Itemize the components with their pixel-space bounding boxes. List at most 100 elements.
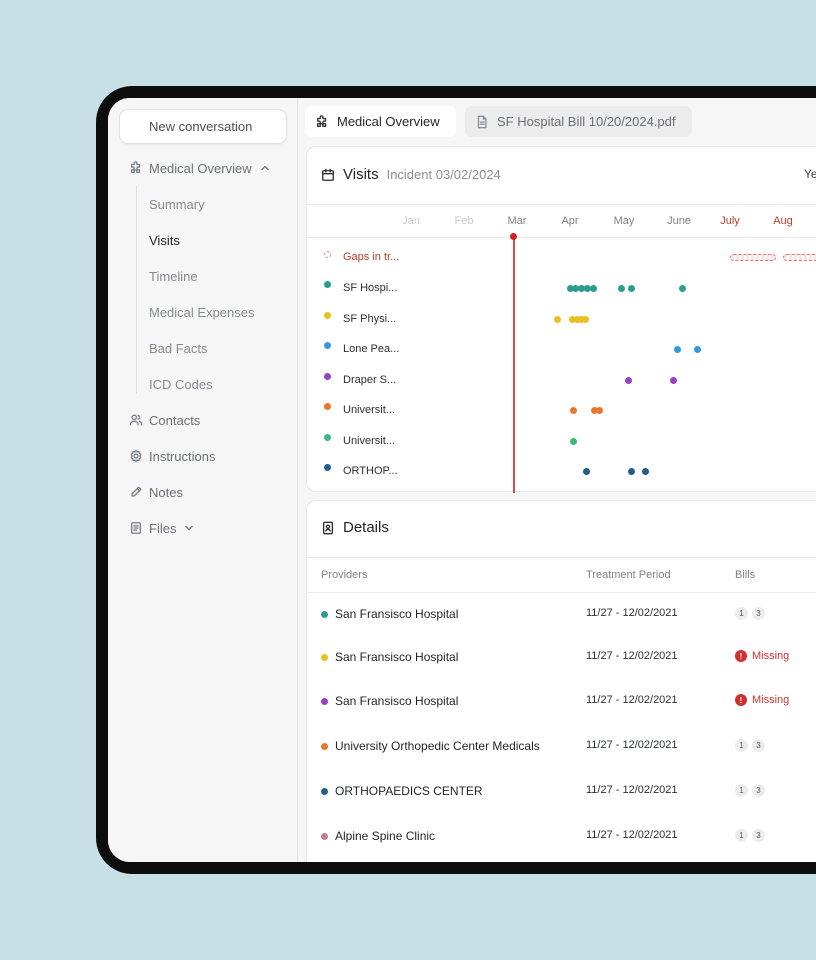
provider-bullet	[324, 281, 331, 288]
row-label-gaps[interactable]: Gaps in tr...	[343, 251, 400, 263]
row-label-provider[interactable]: Universit...	[343, 435, 395, 447]
visits-header: Visits Incident 03/02/2024	[321, 166, 501, 183]
missing-bill-status[interactable]: ! Missing	[735, 650, 789, 662]
table-row[interactable]: San Fransisco Hospital 11/27 - 12/02/202…	[307, 636, 816, 680]
new-conversation-button[interactable]: New conversation	[119, 109, 287, 144]
provider-name: San Fransisco Hospital	[335, 607, 459, 621]
tab-file-sf-hospital-bill[interactable]: SF Hospital Bill 10/20/2024.pdf	[465, 106, 692, 137]
puzzle-icon	[130, 161, 141, 174]
app-screen: New conversation Medical Overview Summar…	[108, 98, 816, 862]
visit-dot[interactable]	[625, 377, 632, 384]
table-row[interactable]: San Fransisco Hospital 11/27 - 12/02/202…	[307, 680, 816, 724]
visit-dot[interactable]	[591, 407, 598, 414]
column-header-period[interactable]: Treatment Period	[586, 569, 671, 581]
bill-count-badge[interactable]: 3	[752, 607, 765, 620]
provider-name: ORTHOPAEDICS CENTER	[335, 784, 483, 798]
alert-icon: !	[735, 650, 747, 662]
sidebar-subitem-bad-facts[interactable]: Bad Facts	[149, 341, 208, 356]
sidebar-item-instructions[interactable]: Instructions	[129, 446, 215, 466]
visit-dot[interactable]	[596, 407, 603, 414]
sidebar-item-contacts[interactable]: Contacts	[129, 410, 200, 430]
visit-dot[interactable]	[583, 468, 590, 475]
visit-dot[interactable]	[590, 285, 597, 292]
provider-name: Alpine Spine Clinic	[335, 829, 436, 843]
sidebar-item-label: Contacts	[149, 412, 201, 428]
year-toggle[interactable]: Ye	[804, 167, 816, 181]
column-header-bills[interactable]: Bills	[735, 569, 756, 581]
missing-label: Missing	[752, 694, 790, 706]
visit-dot[interactable]	[554, 316, 561, 323]
visit-dot[interactable]	[578, 316, 585, 323]
treatment-gap-bar[interactable]	[783, 254, 816, 261]
row-label-provider[interactable]: Lone Pea...	[343, 343, 400, 355]
sidebar-item-notes[interactable]: Notes	[129, 482, 183, 502]
details-title: Details	[343, 519, 389, 536]
sidebar-item-label: Files	[149, 520, 177, 536]
incident-marker-dot	[510, 233, 517, 240]
provider-bullet	[321, 788, 328, 795]
treatment-period: 11/27 - 12/02/2021	[586, 739, 678, 751]
provider-bullet	[324, 373, 331, 380]
details-panel: Details Providers Treatment Period Bills…	[306, 500, 816, 862]
bill-count-badge[interactable]: 3	[752, 784, 765, 797]
sidebar-subitem-visits[interactable]: Visits	[149, 233, 180, 248]
bill-count-badge[interactable]: 1	[735, 739, 748, 752]
visit-dot[interactable]	[628, 468, 635, 475]
sidebar-subitem-icd-codes[interactable]: ICD Codes	[149, 377, 213, 392]
sidebar-subitem-medical-expenses[interactable]: Medical Expenses	[149, 305, 255, 320]
month-label: Aug	[773, 215, 793, 227]
visit-dot[interactable]	[567, 285, 574, 292]
column-header-providers[interactable]: Providers	[321, 569, 368, 581]
visit-dot[interactable]	[572, 285, 579, 292]
visit-dot[interactable]	[642, 468, 649, 475]
sidebar-item-files[interactable]: Files	[129, 518, 200, 538]
bill-count-badge[interactable]: 1	[735, 607, 748, 620]
visit-dot[interactable]	[570, 407, 577, 414]
table-row[interactable]: Alpine Spine Clinic 11/27 - 12/02/2021 1…	[307, 815, 816, 859]
visit-dot[interactable]	[679, 285, 686, 292]
table-row[interactable]: University Orthopedic Center Medicals 11…	[307, 725, 816, 769]
sidebar-item-medical-overview[interactable]: Medical Overview	[129, 158, 276, 178]
chevron-down-icon[interactable]	[184, 523, 194, 533]
puzzle-icon	[316, 114, 327, 127]
visit-dot[interactable]	[569, 316, 576, 323]
visit-dot[interactable]	[694, 346, 701, 353]
visit-dot[interactable]	[570, 438, 577, 445]
month-axis: Jan Feb Mar Apr May June July Aug	[307, 204, 816, 238]
visit-dot[interactable]	[578, 285, 585, 292]
table-row[interactable]: ORTHOPAEDICS CENTER 11/27 - 12/02/2021 1…	[307, 770, 816, 814]
sidebar-subitem-timeline[interactable]: Timeline	[149, 269, 198, 284]
chevron-up-icon[interactable]	[260, 163, 270, 173]
visit-dot[interactable]	[574, 316, 581, 323]
incident-marker-line	[513, 236, 515, 493]
treatment-gap-bar[interactable]	[730, 254, 776, 261]
treatment-period: 11/27 - 12/02/2021	[586, 694, 678, 706]
file-icon	[477, 115, 487, 128]
sidebar-item-label: Notes	[149, 484, 183, 500]
bill-count-badge[interactable]: 3	[752, 829, 765, 842]
month-label: Mar	[507, 215, 527, 227]
visit-dot[interactable]	[674, 346, 681, 353]
visit-dot[interactable]	[628, 285, 635, 292]
row-label-provider[interactable]: SF Hospi...	[343, 282, 398, 294]
row-label-provider[interactable]: SF Physi...	[343, 313, 397, 325]
row-label-provider[interactable]: Draper S...	[343, 374, 397, 386]
visit-dot[interactable]	[582, 316, 589, 323]
visit-dot[interactable]	[618, 285, 625, 292]
month-label: May	[613, 215, 635, 227]
bill-count-badge[interactable]: 3	[752, 739, 765, 752]
provider-name: San Fransisco Hospital	[335, 650, 459, 664]
bills-cell: 1 3	[735, 829, 769, 842]
table-row[interactable]: San Fransisco Hospital 11/27 - 12/02/202…	[307, 593, 816, 637]
bill-count-badge[interactable]: 1	[735, 829, 748, 842]
row-label-provider[interactable]: Universit...	[343, 404, 395, 416]
sidebar-item-label: Instructions	[149, 448, 216, 464]
missing-bill-status[interactable]: ! Missing	[735, 694, 789, 706]
tab-medical-overview[interactable]: Medical Overview	[305, 106, 456, 137]
visit-dot[interactable]	[584, 285, 591, 292]
visit-dot[interactable]	[670, 377, 677, 384]
month-label: June	[667, 215, 691, 227]
sidebar-subitem-summary[interactable]: Summary	[149, 197, 205, 212]
bill-count-badge[interactable]: 1	[735, 784, 748, 797]
row-label-provider[interactable]: ORTHOP...	[343, 465, 398, 477]
